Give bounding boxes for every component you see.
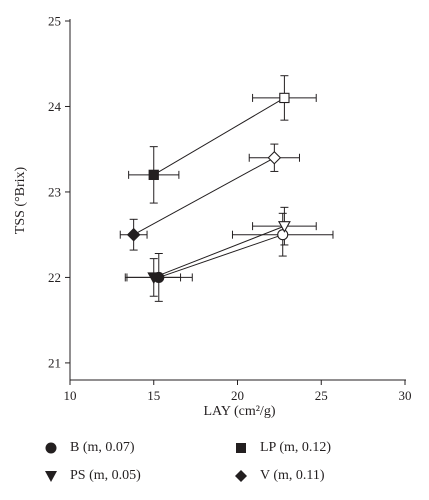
- data-point-circle: [277, 229, 289, 241]
- x-tick-label: 20: [231, 388, 244, 403]
- x-tick-label: 30: [399, 388, 412, 403]
- axis-labels: 10 15 20 25 30 21 22 23 24 25 LAY (cm²/g) TSS (°Bri…: [13, 14, 412, 420]
- series-line: [153, 225, 285, 278]
- error-bars: [119, 75, 334, 302]
- x-tick-label: 10: [64, 388, 77, 403]
- legend-item-lp: LP (m, 0.12): [234, 440, 331, 456]
- x-tick-label: 15: [147, 388, 160, 403]
- y-tick-label: 24: [48, 99, 62, 114]
- data-point-triangle-down: [277, 221, 291, 233]
- data-point-diamond: [267, 150, 282, 165]
- data-markers: [126, 92, 291, 285]
- legend: B (m, 0.07) LP (m, 0.12) PS (m, 0.05) V …: [0, 430, 429, 500]
- data-point-triangle-down: [147, 272, 161, 285]
- series-line: [133, 157, 275, 236]
- data-point-square: [148, 169, 159, 181]
- data-point-diamond: [126, 227, 141, 242]
- legend-label-v: V (m, 0.11): [260, 468, 325, 483]
- y-tick-label: 23: [48, 184, 61, 199]
- data-point-square: [279, 92, 290, 104]
- y-tick-label: 25: [48, 14, 61, 29]
- scatter-chart: 10 15 20 25 30 21 22 23 24 25 LAY (cm²/g) TSS (°Bri…: [13, 14, 412, 420]
- y-tick-label: 22: [48, 270, 61, 285]
- series-line: [153, 97, 285, 176]
- legend-label-ps: PS (m, 0.05): [70, 468, 141, 483]
- series-line: [158, 234, 283, 278]
- x-axis-title: LAY (cm²/g): [204, 404, 276, 419]
- y-axis-title: TSS (°Brix): [13, 166, 28, 234]
- diamond-marker-icon: [235, 470, 247, 482]
- circle-marker-icon: [45, 442, 57, 454]
- legend-label-lp: LP (m, 0.12): [260, 440, 332, 455]
- triangle-down-marker-icon: [45, 471, 57, 482]
- axes: [65, 19, 406, 385]
- x-tick-label: 25: [315, 388, 328, 403]
- legend-item-ps: PS (m, 0.05): [44, 468, 141, 484]
- square-marker-icon: [236, 443, 246, 453]
- y-tick-label: 21: [48, 355, 61, 370]
- legend-item-b: B (m, 0.07): [44, 440, 135, 456]
- series-lines: [133, 97, 285, 278]
- legend-item-v: V (m, 0.11): [234, 468, 325, 484]
- legend-label-b: B (m, 0.07): [70, 440, 135, 455]
